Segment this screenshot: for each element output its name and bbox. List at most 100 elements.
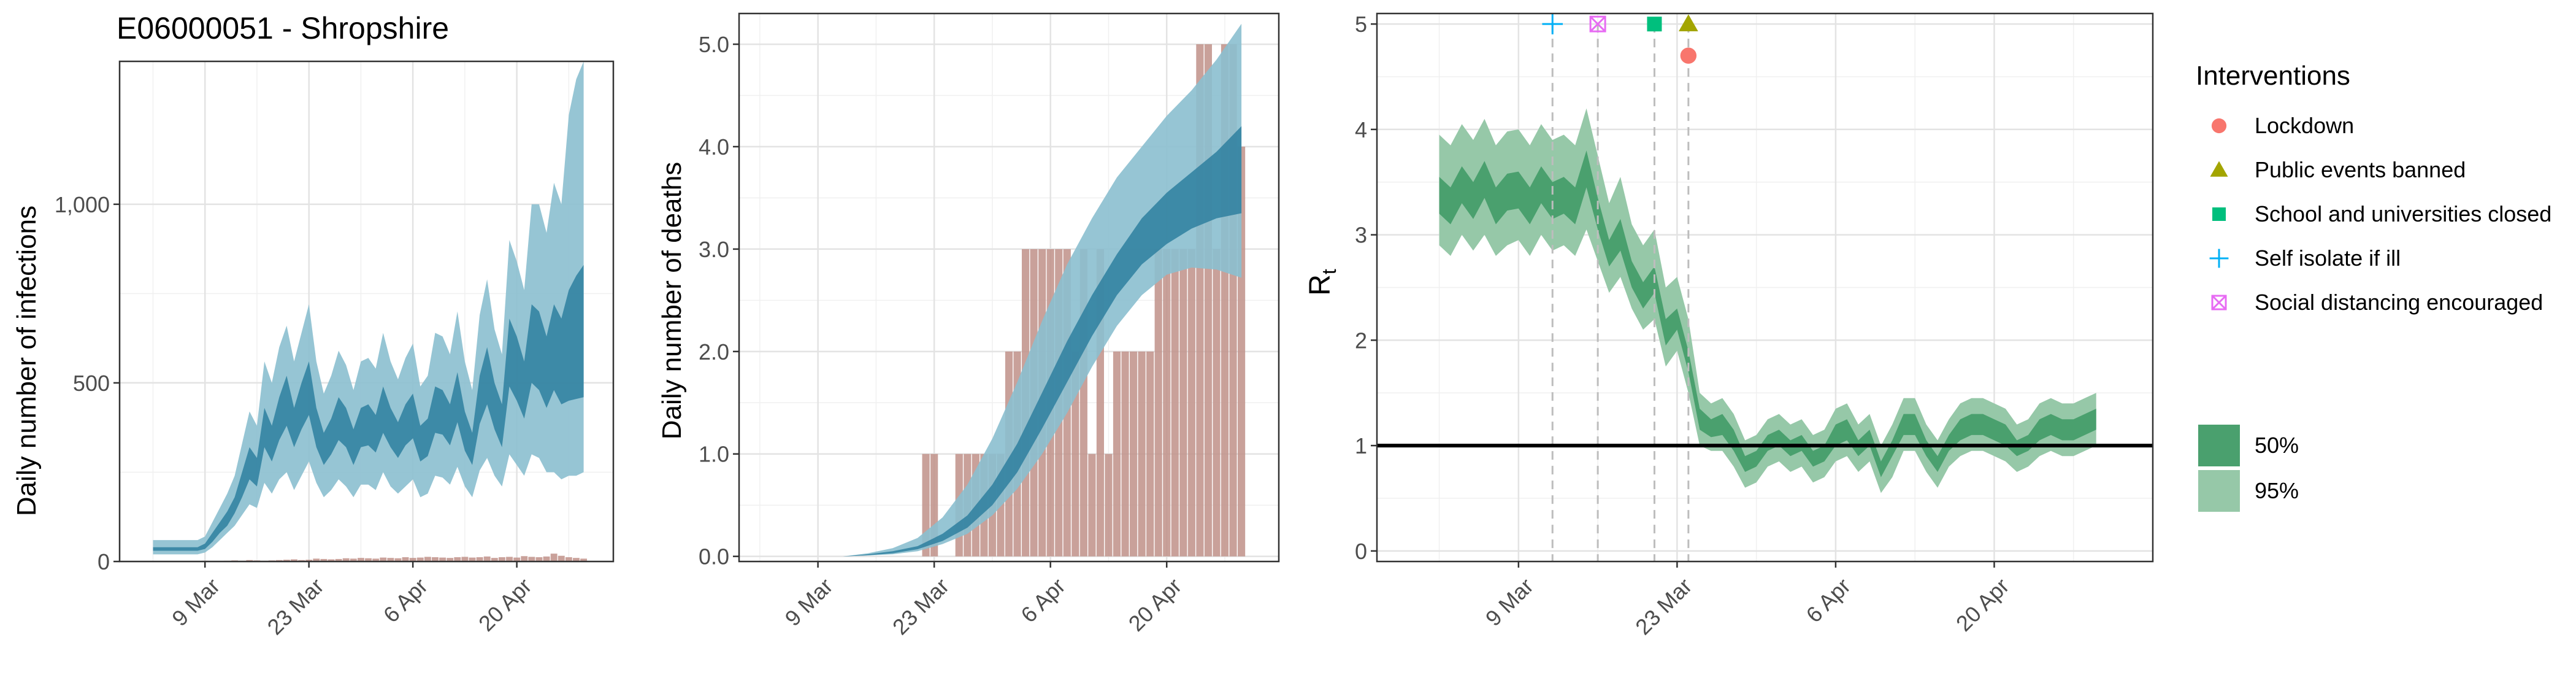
deaths-bar [1187,249,1195,557]
legend-marker-circle [2211,118,2227,134]
infections-bar [313,558,320,561]
infections-bar [476,557,483,561]
infections-bar [372,558,380,561]
infections-bar [469,557,476,561]
deaths-bar [1138,351,1146,557]
infections-bar [305,560,313,561]
legend-item: Lockdown [2211,113,2354,138]
rt-ylabel-main: R [1304,274,1336,296]
rt-ytick-label: 3 [1355,223,1367,248]
deaths-ytick-label: 0.0 [699,544,729,569]
rt-ytick-label: 5 [1355,12,1367,37]
legend-item: School and universities closed [2212,201,2551,226]
infections-bar [543,556,550,561]
rt-ylabel-sub: t [1318,269,1340,274]
deaths-bar [1105,453,1113,557]
infections-bar [424,557,431,561]
infections-bar [498,557,505,561]
infections-bar [291,559,297,561]
deaths-bar [1121,351,1129,557]
deaths-band-50 [843,126,1242,557]
infections-bar [328,559,335,561]
infections-bar [439,557,447,561]
rt-ylabel: Rt [1304,269,1340,296]
deaths-ytick-label: 3.0 [699,237,729,262]
infections-bar [513,557,521,561]
deaths-bar [1213,249,1221,557]
deaths-bar [1088,453,1096,557]
infections-bar [283,560,290,561]
intervention-marker-triangle [1679,14,1698,32]
legend-band-swatch [2198,470,2240,512]
deaths-bar [1113,351,1121,557]
infections-bar [483,556,491,561]
infections-bar [432,557,439,561]
intervention-marker-square-cross [1589,15,1606,33]
rt-frame [1376,12,2154,563]
infections-bar [521,556,528,561]
legend-item: Self isolate if ill [2209,245,2401,271]
deaths-ytick-label: 2.0 [699,339,729,365]
legend-marker-triangle [2210,161,2228,177]
deaths-bar [1071,351,1079,557]
deaths-bar [1179,249,1187,557]
infections-bar [535,557,543,561]
deaths-ytick-label: 5.0 [699,32,729,57]
infections-band-50 [153,264,584,551]
infections-bar [320,558,328,561]
infections-bar [461,557,469,561]
intervention-marker-circle [1680,47,1697,64]
deaths-band-95 [843,23,1242,557]
infections-ylabel: Daily number of infections [12,206,42,516]
infections-bar [409,558,416,561]
infections-ytick-label: 0 [98,549,110,574]
infections-bar [506,557,513,561]
rt-ytick-label: 1 [1355,433,1367,458]
infections-bar [550,554,558,561]
rt-band-95 [1439,108,2096,493]
infections-bar [350,558,357,561]
deaths-bar [1146,351,1154,557]
infections-bar [454,557,461,561]
legend-marker-square [2212,207,2226,221]
infections-bar [402,557,409,561]
infections-bar [387,558,394,561]
legend-item-label: School and universities closed [2255,201,2551,226]
rt-ytick-label: 0 [1355,539,1367,564]
infections-bar [491,558,498,561]
infections-bar [380,557,387,561]
intervention-marker-plus [1542,14,1563,34]
infections-bar [365,558,372,561]
deaths-bar [1171,249,1179,557]
rt-band-50 [1439,150,2096,477]
infections-title: E06000051 - Shropshire [117,11,449,45]
intervention-marker-square [1647,17,1662,32]
infections-bar [528,557,535,561]
deaths-ytick-label: 1.0 [699,442,729,467]
deaths-frame [738,12,1280,563]
legend-item-label: Self isolate if ill [2255,245,2401,271]
infections-bar [335,558,342,561]
infections-bar [447,558,454,561]
legend-item-label: Public events banned [2255,157,2466,182]
infections-ytick-label: 500 [73,371,110,396]
legend-band-label: 95% [2255,478,2299,503]
legend-title: Interventions [2196,61,2350,91]
infections-bar [394,558,402,561]
infections-ytick-label: 1,000 [55,192,110,217]
infections-bar [558,555,565,561]
legend-item: Public events banned [2210,157,2466,182]
legend-marker-square-cross [2211,295,2227,311]
deaths-panel: 0.01.02.03.04.05.09 Mar 23 Mar 6 Apr 20 Apr [699,12,1280,639]
rt-ytick-label: 2 [1355,328,1367,353]
infections-bar [357,558,364,561]
infections-bar [342,558,350,561]
legend-band-item: 50% [2198,425,2299,466]
infections-bar [573,558,580,561]
legend-band-item: 95% [2198,470,2299,512]
rt-ytick-label: 4 [1355,117,1367,142]
